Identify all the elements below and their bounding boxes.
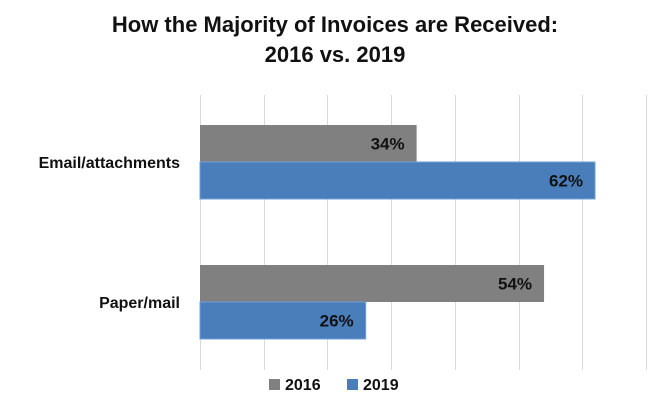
- data-label-2019-1: 26%: [320, 312, 354, 331]
- category-label-0: Email/attachments: [39, 155, 180, 172]
- chart-title-line-2: 2016 vs. 2019: [265, 42, 406, 67]
- data-label-2019-0: 62%: [549, 172, 583, 191]
- labels: Email/attachments 34% 62% Paper/mail 54% 26%: [39, 135, 583, 331]
- bars: [199, 125, 596, 340]
- legend: 2016 2019: [269, 377, 399, 394]
- bar-2016-1: [200, 265, 545, 302]
- legend-swatch-2016: [269, 379, 280, 390]
- chart-title-line-1: How the Majority of Invoices are Receive…: [112, 12, 558, 37]
- legend-label-2019: 2019: [363, 377, 399, 394]
- legend-swatch-2019: [347, 379, 358, 390]
- bar-2019-1: [199, 301, 367, 340]
- bar-2016-0: [200, 125, 417, 162]
- legend-label-2016: 2016: [285, 377, 321, 394]
- data-label-2016-0: 34%: [371, 135, 405, 154]
- bar-2019-0: [199, 161, 596, 200]
- category-label-1: Paper/mail: [99, 295, 180, 312]
- data-label-2016-1: 54%: [498, 275, 532, 294]
